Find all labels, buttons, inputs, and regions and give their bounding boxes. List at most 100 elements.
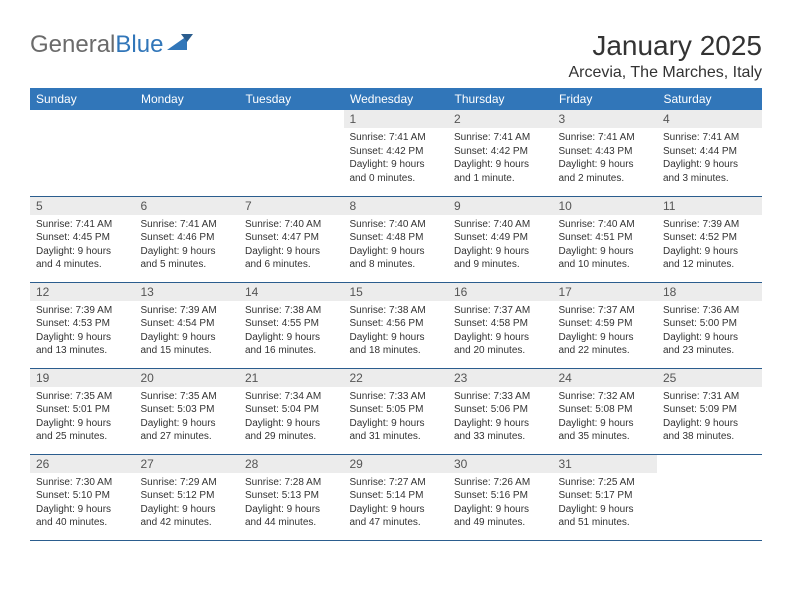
day-line-d2: and 31 minutes.: [350, 430, 443, 444]
calendar-cell: 22Sunrise: 7:33 AMSunset: 5:05 PMDayligh…: [344, 368, 449, 454]
day-number: 26: [30, 455, 135, 473]
day-line-d2: and 25 minutes.: [36, 430, 129, 444]
day-line-d2: and 51 minutes.: [559, 516, 652, 530]
day-line-sr: Sunrise: 7:41 AM: [559, 131, 652, 145]
day-number: 25: [657, 369, 762, 387]
weekday-header: Friday: [553, 88, 658, 110]
day-line-d1: Daylight: 9 hours: [36, 417, 129, 431]
day-line-d2: and 12 minutes.: [663, 258, 756, 272]
day-line-sr: Sunrise: 7:38 AM: [245, 304, 338, 318]
day-line-d1: Daylight: 9 hours: [350, 417, 443, 431]
day-line-ss: Sunset: 4:53 PM: [36, 317, 129, 331]
weekday-header: Saturday: [657, 88, 762, 110]
calendar-body: 1Sunrise: 7:41 AMSunset: 4:42 PMDaylight…: [30, 110, 762, 540]
month-title: January 2025: [568, 30, 762, 62]
day-details: Sunrise: 7:41 AMSunset: 4:46 PMDaylight:…: [135, 215, 240, 276]
day-line-d2: and 6 minutes.: [245, 258, 338, 272]
calendar-cell: 5Sunrise: 7:41 AMSunset: 4:45 PMDaylight…: [30, 196, 135, 282]
day-line-sr: Sunrise: 7:38 AM: [350, 304, 443, 318]
calendar-cell: 2Sunrise: 7:41 AMSunset: 4:42 PMDaylight…: [448, 110, 553, 196]
day-line-ss: Sunset: 4:45 PM: [36, 231, 129, 245]
day-number: 13: [135, 283, 240, 301]
day-line-d1: Daylight: 9 hours: [454, 503, 547, 517]
day-details: Sunrise: 7:30 AMSunset: 5:10 PMDaylight:…: [30, 473, 135, 534]
day-details: Sunrise: 7:39 AMSunset: 4:52 PMDaylight:…: [657, 215, 762, 276]
calendar-cell: 30Sunrise: 7:26 AMSunset: 5:16 PMDayligh…: [448, 454, 553, 540]
day-details: Sunrise: 7:41 AMSunset: 4:43 PMDaylight:…: [553, 128, 658, 189]
day-line-sr: Sunrise: 7:35 AM: [36, 390, 129, 404]
day-line-d2: and 29 minutes.: [245, 430, 338, 444]
day-number: 6: [135, 197, 240, 215]
day-line-d1: Daylight: 9 hours: [559, 331, 652, 345]
day-line-d2: and 3 minutes.: [663, 172, 756, 186]
day-line-sr: Sunrise: 7:41 AM: [36, 218, 129, 232]
weekday-header: Thursday: [448, 88, 553, 110]
day-line-d1: Daylight: 9 hours: [559, 158, 652, 172]
day-details: Sunrise: 7:35 AMSunset: 5:03 PMDaylight:…: [135, 387, 240, 448]
day-line-d1: Daylight: 9 hours: [350, 331, 443, 345]
day-line-sr: Sunrise: 7:41 AM: [350, 131, 443, 145]
calendar-cell: 3Sunrise: 7:41 AMSunset: 4:43 PMDaylight…: [553, 110, 658, 196]
day-details: Sunrise: 7:35 AMSunset: 5:01 PMDaylight:…: [30, 387, 135, 448]
day-line-d2: and 47 minutes.: [350, 516, 443, 530]
day-details: Sunrise: 7:40 AMSunset: 4:51 PMDaylight:…: [553, 215, 658, 276]
calendar-row: 5Sunrise: 7:41 AMSunset: 4:45 PMDaylight…: [30, 196, 762, 282]
day-line-d2: and 22 minutes.: [559, 344, 652, 358]
day-number: 28: [239, 455, 344, 473]
day-details: Sunrise: 7:31 AMSunset: 5:09 PMDaylight:…: [657, 387, 762, 448]
calendar-cell: [135, 110, 240, 196]
day-line-d2: and 4 minutes.: [36, 258, 129, 272]
day-line-sr: Sunrise: 7:40 AM: [559, 218, 652, 232]
day-line-d1: Daylight: 9 hours: [663, 245, 756, 259]
day-number: 30: [448, 455, 553, 473]
day-line-sr: Sunrise: 7:35 AM: [141, 390, 234, 404]
day-line-ss: Sunset: 4:59 PM: [559, 317, 652, 331]
day-line-d2: and 42 minutes.: [141, 516, 234, 530]
day-line-ss: Sunset: 4:48 PM: [350, 231, 443, 245]
calendar-cell: 4Sunrise: 7:41 AMSunset: 4:44 PMDaylight…: [657, 110, 762, 196]
day-line-sr: Sunrise: 7:30 AM: [36, 476, 129, 490]
calendar-cell: 13Sunrise: 7:39 AMSunset: 4:54 PMDayligh…: [135, 282, 240, 368]
day-line-d1: Daylight: 9 hours: [454, 417, 547, 431]
weekday-header: Wednesday: [344, 88, 449, 110]
day-line-ss: Sunset: 5:06 PM: [454, 403, 547, 417]
weekday-header-row: SundayMondayTuesdayWednesdayThursdayFrid…: [30, 88, 762, 110]
day-line-d2: and 20 minutes.: [454, 344, 547, 358]
header: GeneralBlue January 2025 Arcevia, The Ma…: [30, 30, 762, 82]
day-number: 8: [344, 197, 449, 215]
day-number: 29: [344, 455, 449, 473]
day-line-ss: Sunset: 5:08 PM: [559, 403, 652, 417]
calendar-cell: 27Sunrise: 7:29 AMSunset: 5:12 PMDayligh…: [135, 454, 240, 540]
calendar-cell: 28Sunrise: 7:28 AMSunset: 5:13 PMDayligh…: [239, 454, 344, 540]
day-line-sr: Sunrise: 7:40 AM: [454, 218, 547, 232]
day-line-d2: and 15 minutes.: [141, 344, 234, 358]
day-number: 23: [448, 369, 553, 387]
calendar-cell: 21Sunrise: 7:34 AMSunset: 5:04 PMDayligh…: [239, 368, 344, 454]
day-line-d1: Daylight: 9 hours: [663, 417, 756, 431]
day-line-sr: Sunrise: 7:32 AM: [559, 390, 652, 404]
day-line-sr: Sunrise: 7:41 AM: [141, 218, 234, 232]
day-line-ss: Sunset: 4:58 PM: [454, 317, 547, 331]
day-line-d2: and 10 minutes.: [559, 258, 652, 272]
day-line-ss: Sunset: 5:14 PM: [350, 489, 443, 503]
day-number: 12: [30, 283, 135, 301]
day-line-sr: Sunrise: 7:39 AM: [36, 304, 129, 318]
day-line-sr: Sunrise: 7:41 AM: [663, 131, 756, 145]
day-line-ss: Sunset: 4:55 PM: [245, 317, 338, 331]
day-details: Sunrise: 7:27 AMSunset: 5:14 PMDaylight:…: [344, 473, 449, 534]
day-line-d2: and 33 minutes.: [454, 430, 547, 444]
weekday-header: Monday: [135, 88, 240, 110]
day-line-d1: Daylight: 9 hours: [245, 245, 338, 259]
day-line-ss: Sunset: 4:43 PM: [559, 145, 652, 159]
day-line-ss: Sunset: 5:01 PM: [36, 403, 129, 417]
day-line-d2: and 44 minutes.: [245, 516, 338, 530]
day-line-sr: Sunrise: 7:27 AM: [350, 476, 443, 490]
day-line-d2: and 40 minutes.: [36, 516, 129, 530]
day-line-d2: and 0 minutes.: [350, 172, 443, 186]
day-line-ss: Sunset: 5:16 PM: [454, 489, 547, 503]
calendar-cell: 9Sunrise: 7:40 AMSunset: 4:49 PMDaylight…: [448, 196, 553, 282]
day-number: 20: [135, 369, 240, 387]
day-number: 1: [344, 110, 449, 128]
day-line-d1: Daylight: 9 hours: [245, 417, 338, 431]
day-line-ss: Sunset: 5:10 PM: [36, 489, 129, 503]
